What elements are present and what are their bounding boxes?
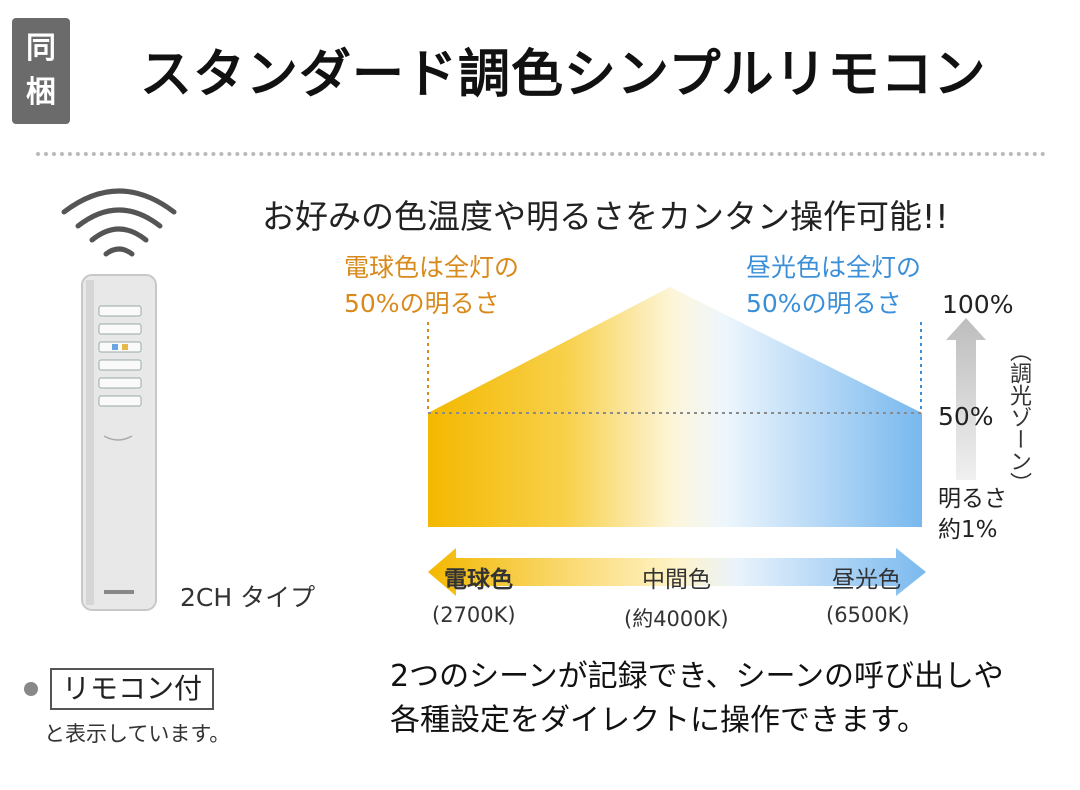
brightness-min-line1: 明るさ — [938, 486, 1007, 512]
brightness-min-line2: 約1% — [938, 517, 998, 543]
badge-char-2: 梱 — [26, 75, 56, 110]
dimming-zone-label: （調光ゾーン） — [1006, 340, 1031, 494]
warm-annotation-line1: 電球色は全灯の — [344, 253, 520, 282]
level-50: 50% — [938, 402, 994, 431]
cool-kelvin: (6500K) — [826, 603, 910, 627]
feature-description-line2: 各種設定をダイレクトに操作できます。 — [390, 703, 927, 738]
brightness-axis-arrow — [946, 318, 986, 480]
feature-description: 2つのシーンが記録でき、シーンの呼び出しや 各種設定をダイレクトに操作できます。 — [390, 655, 1004, 743]
bullet-icon — [24, 682, 38, 696]
cool-annotation-line2: 50%の明るさ — [746, 289, 902, 318]
warm-annotation-line2: 50%の明るさ — [344, 289, 500, 318]
warm-kelvin: (2700K) — [432, 603, 516, 627]
warm-color-name: 電球色 — [444, 567, 513, 593]
cool-color-name: 昼光色 — [832, 567, 901, 593]
remote-included-tag: リモコン付 — [50, 668, 215, 710]
color-temperature-arrow — [428, 548, 926, 596]
feature-description-line1: 2つのシーンが記録でき、シーンの呼び出しや — [390, 659, 1004, 694]
remote-control-image — [81, 274, 157, 611]
level-100: 100% — [942, 290, 1014, 319]
badge-char-1: 同 — [26, 31, 56, 66]
remote-type-label: 2CH タイプ — [180, 583, 316, 612]
subtitle: お好みの色温度や明るさをカンタン操作可能!! — [262, 197, 949, 236]
dimming-zone-area — [428, 287, 922, 527]
cool-annotation-line1: 昼光色は全灯の — [746, 253, 922, 282]
mid-color-name: 中間色 — [642, 567, 711, 593]
mid-kelvin: (約4000K) — [624, 607, 729, 631]
warm-annotation: 電球色は全灯の 50%の明るさ — [344, 250, 519, 322]
page-title: スタンダード調色シンプルリモコン — [140, 45, 987, 105]
remote-note: と表示しています。 — [44, 722, 231, 746]
dotted-divider — [36, 152, 1046, 156]
signal-icon — [61, 188, 177, 257]
bundled-badge: 同 梱 — [12, 18, 70, 124]
brightness-min: 明るさ 約1% — [938, 484, 1007, 546]
cool-annotation: 昼光色は全灯の 50%の明るさ — [746, 250, 921, 322]
